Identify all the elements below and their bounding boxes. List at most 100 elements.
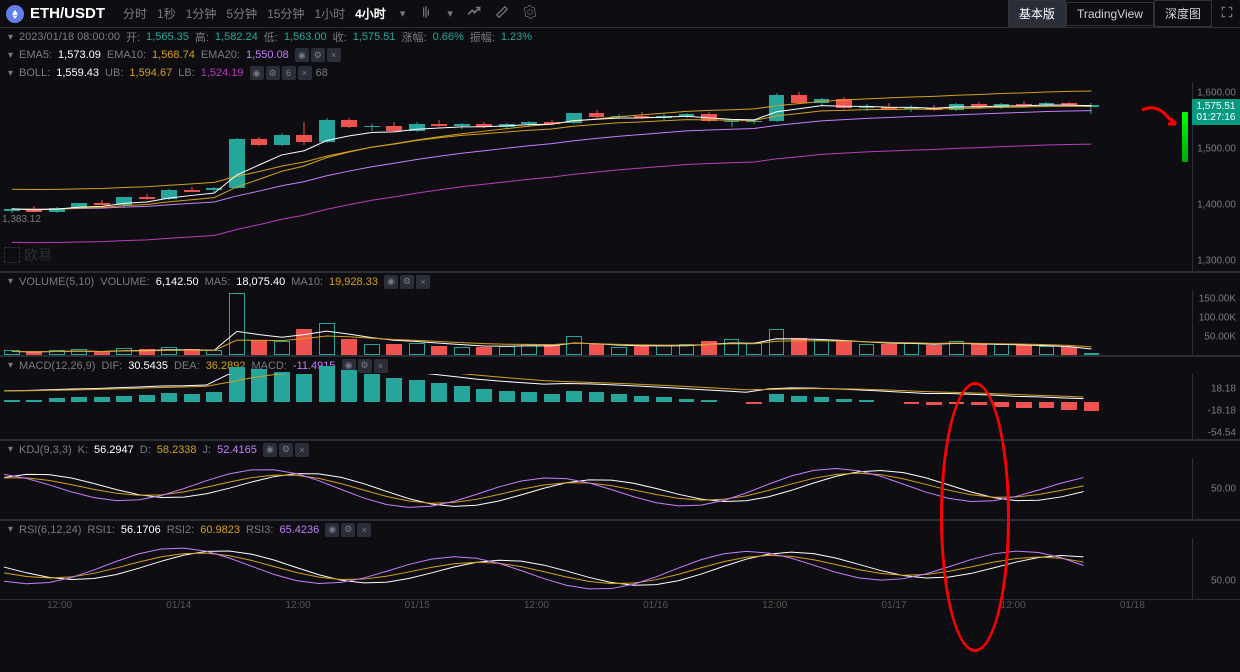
main-chart[interactable]: 1,383.12 1,600.001,500.001,400.001,300.0… <box>0 82 1240 272</box>
x-tick: 12:00 <box>47 600 72 611</box>
fullscreen-icon[interactable] <box>1220 5 1234 22</box>
timeframe-1秒[interactable]: 1秒 <box>157 5 176 22</box>
kdj-tick: 50.00 <box>1211 483 1236 494</box>
rsi2-value: 60.9823 <box>200 524 240 536</box>
symbol-label[interactable]: ETH/USDT <box>30 5 105 22</box>
close-icon[interactable]: × <box>298 66 312 80</box>
collapse-icon[interactable]: ▾ <box>8 360 13 371</box>
rsi2-label: RSI2: <box>167 524 195 536</box>
ema-controls: ◉ ⚙ × <box>295 48 341 62</box>
rsi1-label: RSI1: <box>87 524 115 536</box>
candle-style-icon[interactable] <box>419 5 433 22</box>
y-tick: 1,300.00 <box>1197 255 1236 266</box>
chevron-down-icon[interactable]: ▾ <box>400 7 406 20</box>
collapse-icon[interactable]: ▾ <box>8 68 13 79</box>
ema5-value: 1,573.09 <box>58 49 101 61</box>
basic-view-button[interactable]: 基本版 <box>1008 0 1066 27</box>
collapse-icon[interactable]: ▾ <box>8 32 13 43</box>
gear-icon[interactable]: ⚙ <box>358 359 372 373</box>
ma5-label: MA5: <box>205 276 231 288</box>
timeframe-分时[interactable]: 分时 <box>123 5 147 22</box>
kdj-header: ▾ KDJ(9,3,3) K: 56.2947 D: 58.2338 J: 52… <box>0 440 1240 458</box>
gear-icon[interactable]: ⚙ <box>400 275 414 289</box>
timeframe-4小时[interactable]: 4小时 <box>355 5 386 22</box>
vol-value: 6,142.50 <box>156 276 199 288</box>
price-tag-countdown: 01:27:16 <box>1192 112 1240 123</box>
macd-chart[interactable]: 18.18-18.18-54.54 <box>0 374 1240 440</box>
ema-row: ▾ EMA5: 1,573.09 EMA10: 1,568.74 EMA20: … <box>0 46 1240 64</box>
timeframe-1小时[interactable]: 1小时 <box>314 5 345 22</box>
ema10-value: 1,568.74 <box>152 49 195 61</box>
x-tick: 01/16 <box>643 600 668 611</box>
dea-label: DEA: <box>174 360 200 372</box>
eye-icon[interactable]: ◉ <box>384 275 398 289</box>
close-icon[interactable]: × <box>327 48 341 62</box>
boll-value: 1,559.43 <box>56 67 99 79</box>
ruler-icon[interactable] <box>495 5 509 22</box>
timeframe-15分钟[interactable]: 15分钟 <box>267 5 304 22</box>
settings-icon[interactable] <box>523 5 537 22</box>
macd-header: ▾ MACD(12,26,9) DIF: 30.5435 DEA: 36.289… <box>0 356 1240 374</box>
close-icon[interactable]: × <box>295 443 309 457</box>
macd-tick: -54.54 <box>1208 428 1236 439</box>
collapse-icon[interactable]: ▾ <box>8 50 13 61</box>
ma10-label: MA10: <box>291 276 323 288</box>
dif-label: DIF: <box>101 360 122 372</box>
lb-label: LB: <box>178 67 195 79</box>
eye-icon[interactable]: ◉ <box>295 48 309 62</box>
ub-value: 1,594.67 <box>129 67 172 79</box>
eye-icon[interactable]: ◉ <box>263 443 277 457</box>
high-label: 高: <box>195 29 209 45</box>
volume-chart[interactable]: 150.00K100.00K50.00K <box>0 290 1240 356</box>
depth-view-button[interactable]: 深度图 <box>1154 0 1212 27</box>
ema10-label: EMA10: <box>107 49 146 61</box>
x-tick: 01/18 <box>1120 600 1145 611</box>
low-value: 1,563.00 <box>284 31 327 43</box>
gear-icon[interactable]: ⚙ <box>311 48 325 62</box>
num-label: 6 <box>282 66 296 80</box>
volume-label: VOLUME(5,10) <box>19 276 94 288</box>
collapse-icon[interactable]: ▾ <box>8 444 13 455</box>
k-label: K: <box>78 444 88 456</box>
ma5-value: 18,075.40 <box>236 276 285 288</box>
timeframe-5分钟[interactable]: 5分钟 <box>226 5 257 22</box>
collapse-icon[interactable]: ▾ <box>8 276 13 287</box>
rsi1-value: 56.1706 <box>121 524 161 536</box>
timeframe-1分钟[interactable]: 1分钟 <box>186 5 217 22</box>
vol-tick: 150.00K <box>1199 294 1236 305</box>
close-icon[interactable]: × <box>357 523 371 537</box>
eye-icon[interactable]: ◉ <box>250 66 264 80</box>
price-tag: 1,575.5101:27:16 <box>1192 99 1240 125</box>
gear-icon[interactable]: ⚙ <box>341 523 355 537</box>
gear-icon[interactable]: ⚙ <box>266 66 280 80</box>
d-value: 58.2338 <box>157 444 197 456</box>
x-tick: 12:00 <box>762 600 787 611</box>
indicators-icon[interactable] <box>467 5 481 22</box>
chevron-down-icon[interactable]: ▾ <box>447 7 453 20</box>
ma10-value: 19,928.33 <box>329 276 378 288</box>
red-arrow-annotation <box>1140 102 1180 132</box>
volume-controls: ◉ ⚙ × <box>384 275 430 289</box>
boll-label: BOLL: <box>19 67 50 79</box>
gear-icon[interactable]: ⚙ <box>279 443 293 457</box>
ema20-label: EMA20: <box>201 49 240 61</box>
eye-icon[interactable]: ◉ <box>325 523 339 537</box>
close-icon[interactable]: × <box>374 359 388 373</box>
volume-y-axis: 150.00K100.00K50.00K <box>1192 290 1240 355</box>
collapse-icon[interactable]: ▾ <box>8 524 13 535</box>
watermark-text: 欧易 <box>24 245 52 265</box>
rsi-chart[interactable]: 50.00 <box>0 538 1240 600</box>
x-tick: 12:00 <box>1001 600 1026 611</box>
tradingview-button[interactable]: TradingView <box>1066 2 1154 26</box>
high-value: 1,582.24 <box>215 31 258 43</box>
ema20-value: 1,550.08 <box>246 49 289 61</box>
vol-tick: 50.00K <box>1204 332 1236 343</box>
ub-label: UB: <box>105 67 123 79</box>
x-tick: 12:00 <box>524 600 549 611</box>
close-icon[interactable]: × <box>416 275 430 289</box>
d-label: D: <box>140 444 151 456</box>
kdj-chart[interactable]: 50.00 <box>0 458 1240 520</box>
macd-tick: 18.18 <box>1211 384 1236 395</box>
eth-icon <box>6 5 24 23</box>
watermark-icon <box>4 247 20 263</box>
